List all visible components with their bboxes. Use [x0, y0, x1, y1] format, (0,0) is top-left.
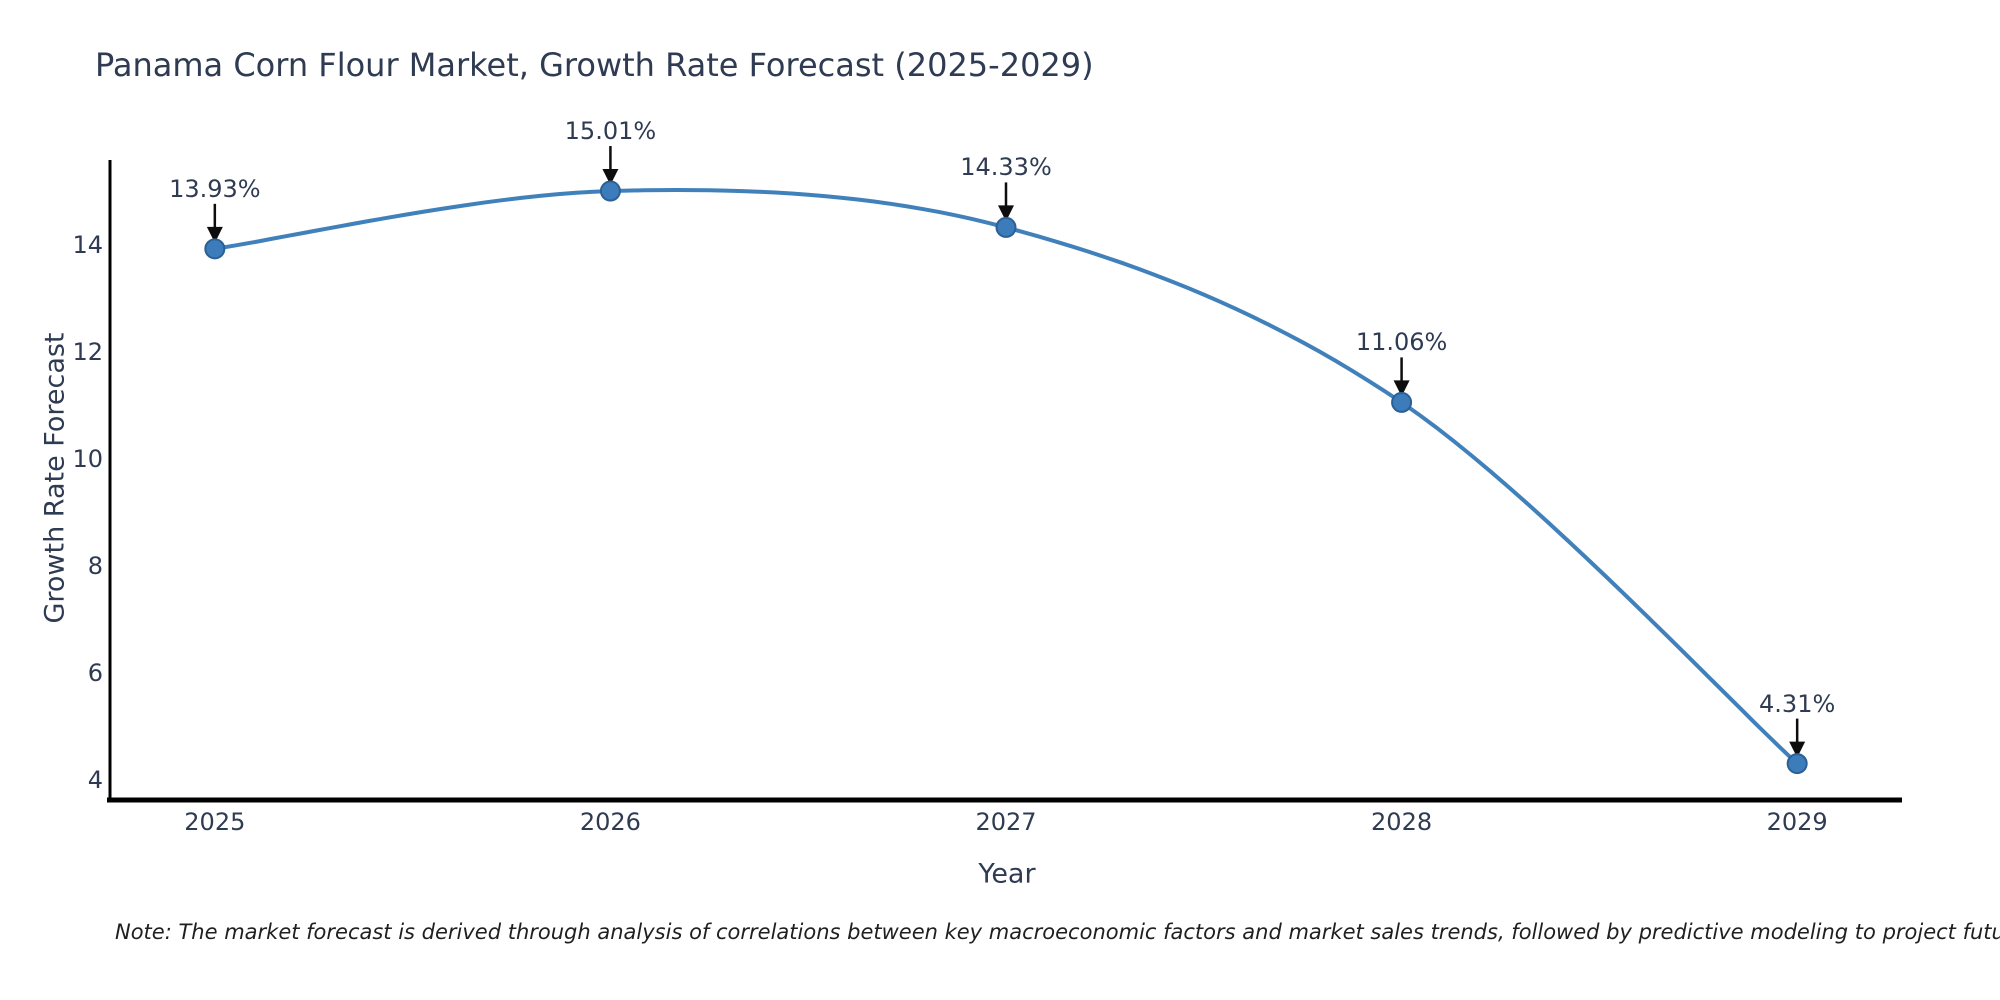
- y-axis-title: Growth Rate Forecast: [39, 332, 71, 624]
- value-label-2027: 14.33%: [960, 153, 1052, 182]
- x-tick-2028: 2028: [1371, 808, 1433, 836]
- y-tick-10: 10: [72, 445, 103, 474]
- footnote: Note: The market forecast is derived thr…: [115, 920, 2000, 944]
- x-axis-title: Year: [978, 858, 1036, 890]
- annotation-arrowhead-2027: [998, 205, 1014, 222]
- x-tick-2029: 2029: [1766, 808, 1828, 836]
- annotation-arrowhead-2025: [206, 226, 223, 243]
- x-tick-2027: 2027: [975, 808, 1037, 836]
- y-tick-12: 12: [72, 338, 103, 367]
- y-tick-14: 14: [72, 231, 103, 260]
- y-tick-4: 4: [87, 766, 103, 795]
- x-tick-2025: 2025: [184, 808, 246, 836]
- annotation-arrowhead-2029: [1789, 741, 1806, 758]
- y-tick-6: 6: [87, 659, 103, 688]
- value-label-2026: 15.01%: [564, 117, 657, 146]
- value-label-2028: 11.06%: [1355, 328, 1448, 357]
- y-tick-8: 8: [87, 552, 103, 581]
- data-point-2028: [1391, 391, 1413, 413]
- data-point-2029: [1786, 753, 1808, 775]
- value-label-2025: 13.93%: [169, 174, 261, 203]
- forecast-line: [214, 187, 1799, 766]
- chart-title: Panama Corn Flour Market, Growth Rate Fo…: [95, 46, 1094, 84]
- annotation-arrowhead-2028: [1393, 380, 1410, 397]
- x-tick-2026: 2026: [579, 808, 641, 836]
- data-point-2026: [599, 180, 621, 202]
- data-point-2027: [995, 216, 1017, 238]
- annotation-arrowhead-2026: [602, 169, 619, 186]
- value-label-2029: 4.31%: [1759, 689, 1836, 718]
- data-point-2025: [204, 238, 226, 260]
